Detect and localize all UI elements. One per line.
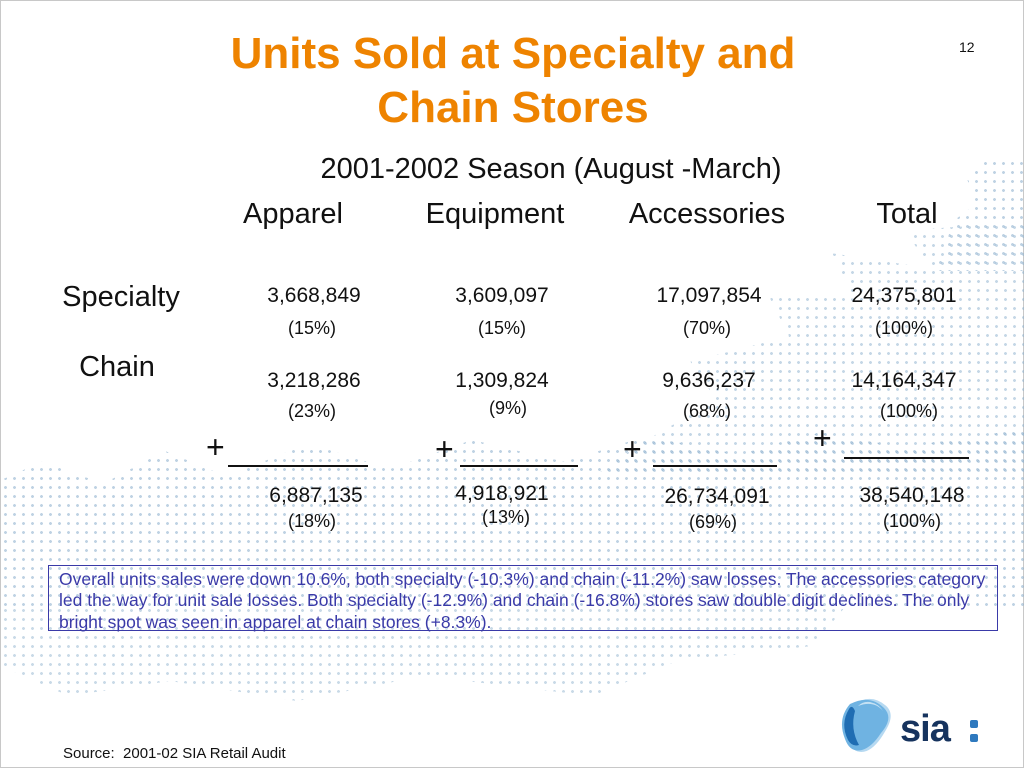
- cell-specialty-total-pct: (100%): [874, 318, 934, 338]
- total-accessories-pct: (69%): [688, 512, 738, 532]
- cell-specialty-apparel-value: 3,668,849: [267, 284, 361, 307]
- row-label-specialty: Specialty: [62, 281, 180, 313]
- total-apparel-pct: (18%): [287, 511, 337, 531]
- slide-title: Units Sold at Specialty and Chain Stores: [1, 27, 1024, 134]
- cell-specialty-total-value: 24,375,801: [851, 284, 957, 307]
- sia-logo-colon-icon: [969, 720, 978, 742]
- plus-sign-accessories: +: [623, 431, 642, 467]
- total-equipment-value: 4,918,921: [455, 482, 549, 505]
- total-total-value: 38,540,148: [859, 484, 965, 507]
- dot-pattern-band: [1, 429, 1024, 611]
- column-header-accessories: Accessories: [628, 198, 786, 230]
- cell-specialty-accessories-value: 17,097,854: [656, 284, 762, 307]
- source-note: Source: 2001-02 SIA Retail Audit: [63, 745, 286, 762]
- column-header-total: Total: [876, 198, 938, 230]
- cell-chain-equipment-value: 1,309,824: [455, 369, 549, 392]
- sia-logo-pick-icon: [834, 696, 896, 756]
- cell-specialty-accessories-pct: (70%): [682, 318, 732, 338]
- sum-line-accessories: [653, 465, 777, 467]
- cell-chain-total-pct: (100%): [879, 401, 939, 421]
- cell-chain-apparel-pct: (23%): [287, 401, 337, 421]
- total-accessories-value: 26,734,091: [664, 485, 770, 508]
- cell-chain-equipment-pct: (9%): [488, 398, 528, 418]
- summary-text-box: Overall units sales were down 10.6%, bot…: [48, 565, 998, 632]
- season-subtitle: 2001-2002 Season (August -March): [320, 153, 782, 185]
- row-label-chain: Chain: [79, 351, 155, 383]
- sum-line-apparel: [228, 465, 368, 467]
- sum-line-total: [844, 457, 969, 459]
- cell-chain-total-value: 14,164,347: [851, 369, 957, 392]
- cell-specialty-apparel-pct: (15%): [287, 318, 337, 338]
- sia-logo-text: sia: [900, 708, 951, 750]
- column-header-equipment: Equipment: [425, 198, 565, 230]
- cell-specialty-equipment-value: 3,609,097: [455, 284, 549, 307]
- total-apparel-value: 6,887,135: [269, 484, 363, 507]
- cell-specialty-equipment-pct: (15%): [477, 318, 527, 338]
- total-total-pct: (100%): [882, 511, 942, 531]
- plus-sign-total: +: [813, 420, 832, 456]
- slide-title-line2: Chain Stores: [377, 82, 649, 132]
- sum-line-equipment: [460, 465, 578, 467]
- cell-chain-accessories-value: 9,636,237: [662, 369, 756, 392]
- total-equipment-pct: (13%): [481, 507, 531, 527]
- sia-logo: sia: [834, 695, 1004, 757]
- page-number: 12: [959, 39, 975, 55]
- cell-chain-accessories-pct: (68%): [682, 401, 732, 421]
- column-header-apparel: Apparel: [243, 198, 343, 230]
- plus-sign-equipment: +: [435, 431, 454, 467]
- plus-sign-apparel: +: [206, 429, 225, 465]
- slide-title-line1: Units Sold at Specialty and: [230, 29, 796, 78]
- cell-chain-apparel-value: 3,218,286: [267, 369, 361, 392]
